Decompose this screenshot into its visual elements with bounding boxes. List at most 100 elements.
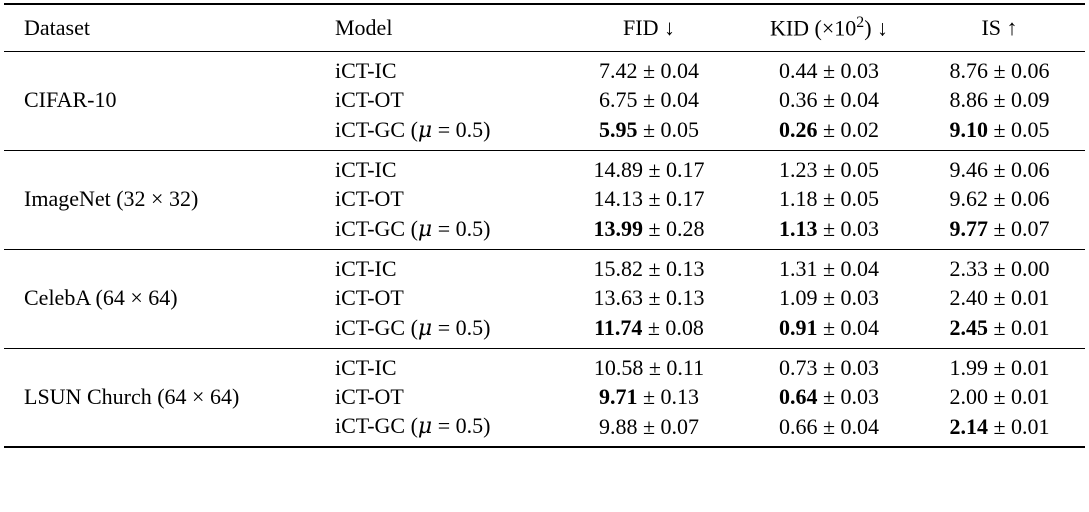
fid-value-cell: 9.71 ± 0.13 [598, 384, 700, 410]
is-value-cell: 2.45 ± 0.01 [949, 315, 1050, 341]
fid-value-cell: 10.58 ± 0.11 [593, 355, 705, 381]
fid-value-cell: 14.13 ± 0.17 [593, 186, 705, 212]
is-value-cell: 2.14 ± 0.01 [949, 413, 1050, 439]
metric-mean: 1.13 [778, 216, 818, 242]
kid-value-cell: 0.64 ± 0.03 [778, 384, 880, 410]
metric-mean: 15.82 [593, 256, 643, 282]
fid-value-cell: 13.99 ± 0.28 [593, 216, 705, 242]
kid-value-cell: 0.66 ± 0.04 [778, 413, 880, 439]
metric-mean: 1.09 [778, 285, 818, 311]
col-header-is: IS ↑ [914, 4, 1085, 52]
metric-mean: 9.77 [949, 216, 988, 242]
dataset-cell: ImageNet (32 × 32) [24, 186, 199, 212]
model-cell: iCT-GC (μ = 0.5) [335, 314, 491, 341]
metric-mean: 13.99 [593, 216, 643, 242]
metric-mean: 2.40 [949, 285, 988, 311]
kid-value-cell: 1.23 ± 0.05 [778, 157, 880, 183]
model-cell: iCT-IC [335, 256, 397, 282]
metric-mean: 5.95 [598, 117, 638, 143]
is-value-cell: 9.77 ± 0.07 [949, 216, 1050, 242]
metric-mean: 10.58 [593, 355, 644, 381]
metric-mean: 11.74 [594, 315, 643, 341]
header-row: Dataset Model FID ↓ KID (×102) ↓ IS ↑ [4, 4, 1085, 52]
model-cell: iCT-IC [335, 58, 397, 84]
table-row: LSUN Church (64 × 64) iCT-IC 10.58 ± 0.11 0… [4, 348, 1085, 409]
table-row: CIFAR-10 iCT-IC 7.42 ± 0.04 0.44 ± 0.03 8.76… [4, 51, 1085, 112]
col-header-dataset: Dataset [4, 4, 317, 52]
dataset-section: CIFAR-10 iCT-IC 7.42 ± 0.04 0.44 ± 0.03 8.76… [4, 51, 1085, 150]
benchmark-results-table: Dataset Model FID ↓ KID (×102) ↓ IS ↑ CI… [4, 3, 1085, 448]
is-value-cell: 8.76 ± 0.06 [949, 58, 1050, 84]
col-header-fid: FID ↓ [554, 4, 744, 52]
metric-mean: 0.64 [778, 384, 818, 410]
is-value-cell: 8.86 ± 0.09 [949, 87, 1050, 113]
table-row: iCT-OT 13.63 ± 0.13 1.09 ± 0.03 2.40 ± 0.01 [4, 282, 1085, 315]
metric-mean: 0.66 [778, 413, 818, 439]
is-value-cell: 2.00 ± 0.01 [949, 384, 1050, 410]
fid-value-cell: 15.82 ± 0.13 [593, 256, 705, 282]
kid-value-cell: 0.91 ± 0.04 [778, 315, 880, 341]
table-row: iCT-OT 6.75 ± 0.04 0.36 ± 0.04 8.86 ± 0.09 [4, 84, 1085, 117]
metric-mean: 2.45 [949, 315, 988, 341]
model-cell: iCT-GC (μ = 0.5) [335, 413, 491, 440]
mu-symbol: μ [417, 117, 433, 143]
is-value-cell: 2.33 ± 0.00 [949, 256, 1050, 282]
model-cell: iCT-GC (μ = 0.5) [335, 215, 491, 242]
metric-mean: 2.00 [949, 384, 988, 410]
dataset-cell: CIFAR-10 [24, 87, 117, 113]
metric-mean: 0.26 [778, 117, 818, 143]
table-row: iCT-OT 9.71 ± 0.13 0.64 ± 0.03 2.00 ± 0.01 [4, 381, 1085, 414]
metric-mean: 13.63 [593, 285, 643, 311]
metric-mean: 14.89 [593, 157, 643, 183]
model-cell: iCT-IC [335, 355, 397, 381]
metric-mean: 2.14 [949, 413, 988, 439]
model-cell: iCT-OT [335, 285, 404, 311]
table-row: iCT-GC (μ = 0.5) 9.88 ± 0.07 0.66 ± 0.04 2.… [4, 414, 1085, 447]
model-cell: iCT-IC [335, 157, 397, 183]
table-row: iCT-GC (μ = 0.5) 5.95 ± 0.05 0.26 ± 0.02 9.… [4, 117, 1085, 150]
fid-value-cell: 11.74 ± 0.08 [594, 315, 704, 341]
superscript-2: 2 [856, 14, 865, 32]
metric-mean: 9.46 [949, 157, 988, 183]
metric-mean: 14.13 [593, 186, 643, 212]
dataset-section: CelebA (64 × 64) iCT-IC 15.82 ± 0.13 1.31 ±… [4, 249, 1085, 348]
fid-value-cell: 13.63 ± 0.13 [593, 285, 705, 311]
metric-mean: 0.44 [778, 58, 818, 84]
fid-value-cell: 9.88 ± 0.07 [598, 413, 700, 439]
kid-value-cell: 0.44 ± 0.03 [778, 58, 880, 84]
metric-mean: 9.71 [598, 384, 638, 410]
metric-mean: 0.73 [778, 355, 818, 381]
kid-value-cell: 1.13 ± 0.03 [778, 216, 880, 242]
is-value-cell: 9.62 ± 0.06 [949, 186, 1050, 212]
table-header: Dataset Model FID ↓ KID (×102) ↓ IS ↑ [4, 4, 1085, 52]
fid-value-cell: 7.42 ± 0.04 [598, 58, 700, 84]
metric-mean: 9.88 [598, 413, 638, 439]
metric-mean: 0.36 [778, 87, 818, 113]
fid-value-cell: 6.75 ± 0.04 [598, 87, 700, 113]
metric-mean: 1.23 [778, 157, 818, 183]
kid-value-cell: 0.36 ± 0.04 [778, 87, 880, 113]
kid-value-cell: 1.18 ± 0.05 [778, 186, 880, 212]
kid-value-cell: 1.09 ± 0.03 [778, 285, 880, 311]
dataset-section: LSUN Church (64 × 64) iCT-IC 10.58 ± 0.11 0… [4, 348, 1085, 447]
metric-mean: 7.42 [598, 58, 638, 84]
metric-mean: 2.33 [949, 256, 988, 282]
mu-symbol: μ [417, 216, 433, 242]
model-cell: iCT-OT [335, 87, 404, 113]
metric-mean: 0.91 [778, 315, 818, 341]
dataset-cell: CelebA (64 × 64) [24, 285, 178, 311]
metric-mean: 1.99 [949, 355, 988, 381]
metric-mean: 8.86 [949, 87, 988, 113]
model-cell: iCT-OT [335, 384, 404, 410]
kid-value-cell: 0.73 ± 0.03 [778, 355, 880, 381]
col-header-kid: KID (×102) ↓ [744, 4, 914, 52]
kid-value-cell: 0.26 ± 0.02 [778, 117, 880, 143]
fid-value-cell: 14.89 ± 0.17 [593, 157, 705, 183]
metric-mean: 1.31 [778, 256, 818, 282]
mu-symbol: μ [417, 315, 433, 341]
dataset-section: ImageNet (32 × 32) iCT-IC 14.89 ± 0.17 1.23… [4, 150, 1085, 249]
mu-symbol: μ [417, 414, 433, 440]
model-cell: iCT-OT [335, 186, 404, 212]
table-row: iCT-GC (μ = 0.5) 11.74 ± 0.08 0.91 ± 0.04 2… [4, 315, 1085, 348]
metric-mean: 9.10 [949, 117, 988, 143]
